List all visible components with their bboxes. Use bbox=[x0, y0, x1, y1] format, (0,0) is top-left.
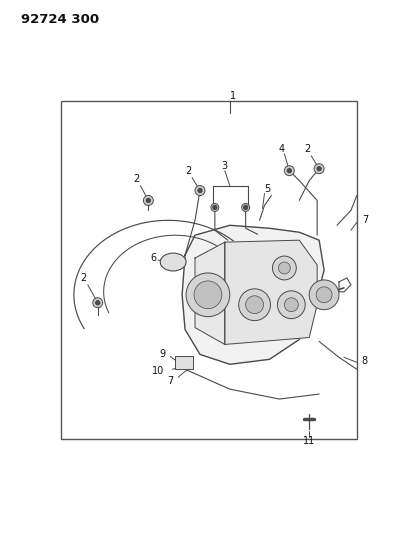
Text: 5: 5 bbox=[264, 183, 271, 193]
Text: 2: 2 bbox=[304, 144, 310, 154]
Text: 9: 9 bbox=[159, 349, 165, 359]
Text: 2: 2 bbox=[185, 166, 191, 176]
Circle shape bbox=[93, 298, 103, 308]
Circle shape bbox=[309, 280, 339, 310]
Circle shape bbox=[198, 189, 202, 192]
Circle shape bbox=[285, 298, 298, 312]
Bar bbox=[61, 101, 357, 439]
Bar bbox=[175, 357, 193, 369]
Circle shape bbox=[272, 256, 296, 280]
Circle shape bbox=[277, 291, 305, 319]
Text: 8: 8 bbox=[362, 357, 368, 366]
Text: 4: 4 bbox=[278, 144, 285, 154]
Text: 1: 1 bbox=[230, 91, 236, 101]
Circle shape bbox=[285, 166, 294, 176]
Circle shape bbox=[146, 198, 151, 203]
Text: 2: 2 bbox=[133, 174, 140, 184]
Text: 10: 10 bbox=[152, 366, 164, 376]
Text: 3: 3 bbox=[222, 161, 228, 171]
Circle shape bbox=[194, 281, 222, 309]
Text: 92724 300: 92724 300 bbox=[21, 13, 99, 26]
Ellipse shape bbox=[160, 253, 186, 271]
Circle shape bbox=[244, 205, 248, 209]
Circle shape bbox=[195, 185, 205, 196]
Text: 7: 7 bbox=[167, 376, 173, 386]
Text: 11: 11 bbox=[303, 436, 315, 446]
Text: 7: 7 bbox=[362, 215, 368, 225]
Polygon shape bbox=[195, 242, 225, 344]
Circle shape bbox=[278, 262, 290, 274]
Circle shape bbox=[316, 287, 332, 303]
Polygon shape bbox=[225, 240, 317, 344]
Circle shape bbox=[213, 205, 217, 209]
Circle shape bbox=[211, 204, 219, 212]
Text: 6: 6 bbox=[150, 253, 156, 263]
Circle shape bbox=[246, 296, 264, 313]
Text: 2: 2 bbox=[81, 273, 87, 283]
Circle shape bbox=[96, 301, 100, 305]
Circle shape bbox=[317, 167, 321, 171]
Circle shape bbox=[242, 204, 250, 212]
Circle shape bbox=[239, 289, 270, 321]
Circle shape bbox=[143, 196, 153, 205]
Circle shape bbox=[186, 273, 230, 317]
Circle shape bbox=[314, 164, 324, 174]
Polygon shape bbox=[182, 225, 324, 364]
Circle shape bbox=[287, 169, 291, 173]
